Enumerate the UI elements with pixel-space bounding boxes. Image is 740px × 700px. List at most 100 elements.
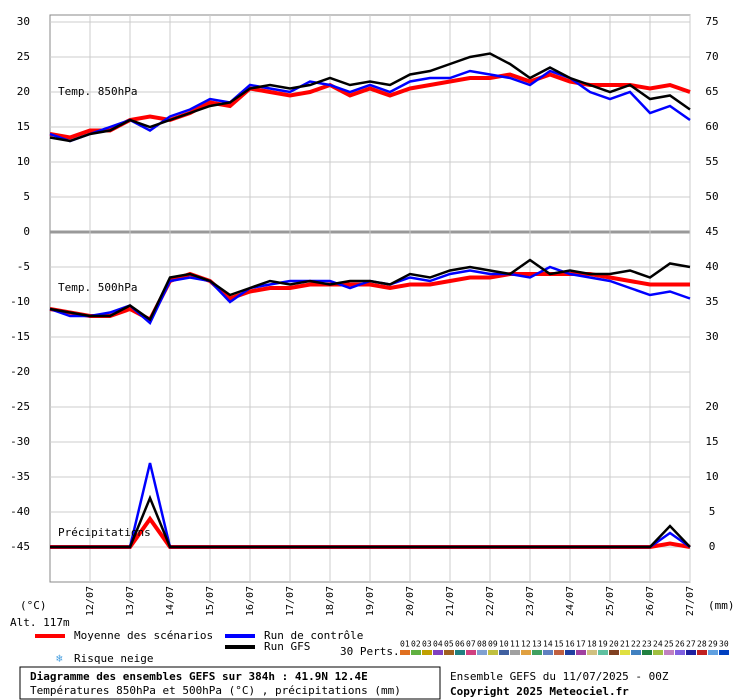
y2-tick-label: 30 <box>705 330 718 343</box>
pert-swatch <box>466 650 476 655</box>
y-tick-label: -15 <box>10 330 30 343</box>
pert-id: 29 <box>708 640 718 649</box>
y2-tick-label: 45 <box>705 225 718 238</box>
pert-id: 10 <box>499 640 509 649</box>
pert-swatch <box>653 650 663 655</box>
pert-id: 25 <box>664 640 674 649</box>
copyright: Copyright 2025 Meteociel.fr <box>450 685 629 698</box>
precip-tick-label: 10 <box>705 470 718 483</box>
y2-tick-label: 70 <box>705 50 718 63</box>
chart-subtitle: Températures 850hPa et 500hPa (°C) , pré… <box>30 684 401 697</box>
x-tick-label: 25/07 <box>605 586 616 616</box>
pert-swatch <box>708 650 718 655</box>
pert-id: 11 <box>510 640 520 649</box>
series-line <box>50 494 691 549</box>
y-tick-label: -10 <box>10 295 30 308</box>
y-tick-label: 20 <box>17 85 30 98</box>
pert-swatch <box>565 650 575 655</box>
pert-id: 21 <box>620 640 630 649</box>
pert-id: 12 <box>521 640 531 649</box>
pert-swatch <box>664 650 674 655</box>
series-line <box>49 52 691 143</box>
panel-label: Précipitations <box>58 526 151 539</box>
pert-id: 01 <box>400 640 410 649</box>
pert-swatch <box>422 650 432 655</box>
pert-swatch <box>675 650 685 655</box>
y-tick-label: 15 <box>17 120 30 133</box>
title-box <box>19 666 441 700</box>
pert-id: 03 <box>422 640 432 649</box>
x-tick-label: 16/07 <box>245 586 256 616</box>
y-tick-label: -30 <box>10 435 30 448</box>
y2-tick-label: 65 <box>705 85 718 98</box>
x-tick-label: 17/07 <box>285 586 296 616</box>
pert-swatch <box>686 650 696 655</box>
pert-swatch <box>433 650 443 655</box>
pert-id: 19 <box>598 640 608 649</box>
y2-tick-label: 60 <box>705 120 718 133</box>
altitude: Alt. 117m <box>10 616 70 629</box>
y-tick-label: -25 <box>10 400 30 413</box>
pert-swatch <box>609 650 619 655</box>
pert-id: 04 <box>433 640 443 649</box>
y-tick-label: 25 <box>17 50 30 63</box>
pert-swatch <box>631 650 641 655</box>
y-tick-label: -40 <box>10 505 30 518</box>
pert-id: 26 <box>675 640 685 649</box>
y-tick-label: 10 <box>17 155 30 168</box>
pert-id: 20 <box>609 640 619 649</box>
pert-id: 14 <box>543 640 553 649</box>
x-tick-label: 27/07 <box>685 586 696 616</box>
pert-id: 08 <box>477 640 487 649</box>
pert-id: 15 <box>554 640 564 649</box>
legend-label: Run GFS <box>264 640 310 653</box>
x-tick-label: 18/07 <box>325 586 336 616</box>
pert-swatch <box>455 650 465 655</box>
pert-id: 28 <box>697 640 707 649</box>
pert-swatch <box>444 650 454 655</box>
y-tick-label: 5 <box>23 190 30 203</box>
pert-swatch <box>719 650 729 655</box>
pert-id: 18 <box>587 640 597 649</box>
chart-title: Diagramme des ensembles GEFS sur 384h : … <box>30 670 368 683</box>
pert-id: 02 <box>411 640 421 649</box>
pert-id: 05 <box>444 640 454 649</box>
pert-id: 30 <box>719 640 729 649</box>
y2-tick-label: 50 <box>705 190 718 203</box>
pert-swatch <box>400 650 410 655</box>
pert-id: 09 <box>488 640 498 649</box>
series-line <box>49 258 691 322</box>
x-tick-label: 15/07 <box>205 586 216 616</box>
y-tick-label: 0 <box>23 225 30 238</box>
pert-swatch <box>554 650 564 655</box>
pert-id: 06 <box>455 640 465 649</box>
x-tick-label: 24/07 <box>565 586 576 616</box>
y2-tick-label: 75 <box>705 15 718 28</box>
perts-label: 30 Perts. <box>340 645 400 658</box>
pert-swatch <box>510 650 520 655</box>
precip-tick-label: 15 <box>705 435 718 448</box>
pert-id: 24 <box>653 640 663 649</box>
pert-id: 22 <box>631 640 641 649</box>
pert-swatch <box>598 650 608 655</box>
precip-tick-label: 0 <box>709 540 716 553</box>
x-tick-label: 13/07 <box>125 586 136 616</box>
y-tick-label: -45 <box>10 540 30 553</box>
pert-swatch <box>411 650 421 655</box>
x-tick-label: 21/07 <box>445 586 456 616</box>
x-tick-label: 23/07 <box>525 586 536 616</box>
y2-tick-label: 35 <box>705 295 718 308</box>
x-tick-label: 22/07 <box>485 586 496 616</box>
pert-id: 16 <box>565 640 575 649</box>
snow-icon: ❄ <box>56 652 63 665</box>
pert-swatch <box>576 650 586 655</box>
legend-label: Run de contrôle <box>264 629 363 642</box>
y-tick-label: -20 <box>10 365 30 378</box>
pert-swatch <box>620 650 630 655</box>
legend-label: Moyenne des scénarios <box>74 629 213 642</box>
y-tick-label: 30 <box>17 15 30 28</box>
pert-swatch <box>521 650 531 655</box>
pert-swatch <box>697 650 707 655</box>
